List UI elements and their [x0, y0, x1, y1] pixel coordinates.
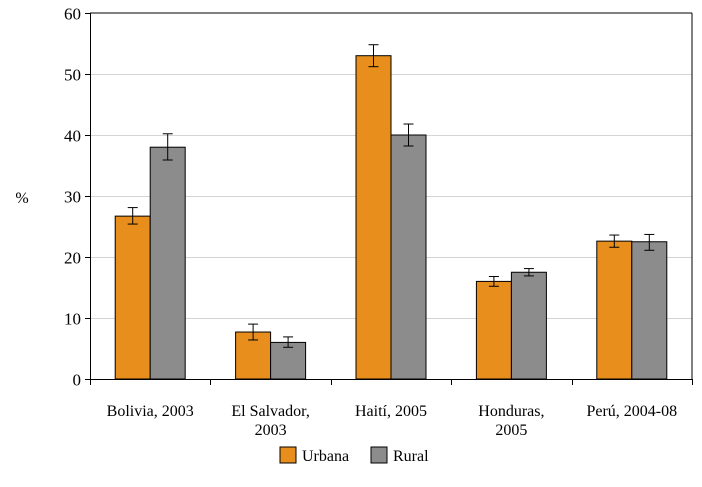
legend-label-urbana: Urbana: [302, 448, 349, 465]
bar-rural: [390, 134, 427, 380]
legend-label-rural: Rural: [393, 448, 429, 465]
bar-rural: [510, 271, 547, 380]
legend-swatch-urbana: [279, 446, 297, 464]
bar-urbana: [475, 280, 512, 380]
x-tick-label: Haití, 2005: [355, 403, 427, 420]
legend-swatch-rural: [370, 446, 388, 464]
legend: Urbana Rural: [279, 446, 429, 465]
bar-urbana: [355, 55, 392, 380]
bar-rural: [631, 241, 668, 380]
x-tick-label: Perú, 2004-08: [586, 403, 677, 420]
x-tick-label: El Salvador,: [231, 403, 309, 420]
y-tick-label: 50: [64, 66, 81, 85]
y-tick-label: 30: [64, 188, 81, 207]
bar-rural: [149, 146, 186, 380]
bar-urbana: [114, 215, 151, 380]
bar-rural: [270, 341, 307, 380]
bars: [114, 55, 668, 380]
x-tick-label: Honduras,: [478, 403, 544, 420]
y-tick-label: 20: [64, 249, 81, 268]
error-bars: [127, 44, 655, 348]
y-tick-label: 40: [64, 127, 81, 146]
bar-urbana: [596, 240, 633, 380]
y-tick-label: 60: [64, 5, 81, 24]
y-tick-label: 10: [64, 310, 81, 329]
x-tick-label: 2003: [255, 422, 287, 439]
x-tick-label: Bolivia, 2003: [107, 403, 194, 420]
y-tick-label: 0: [73, 371, 82, 390]
x-tick-label: 2005: [495, 422, 527, 439]
axes: 0 10 20 30 40 50 60 Bolivia, 2003 El Salvador, 20…: [64, 5, 693, 439]
y-axis-label: %: [15, 190, 28, 207]
